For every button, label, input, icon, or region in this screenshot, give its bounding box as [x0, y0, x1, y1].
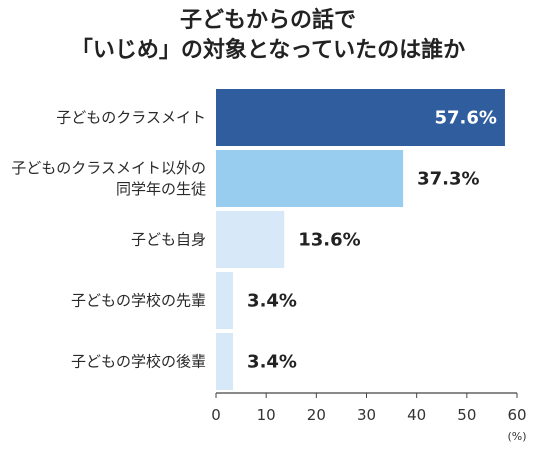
category-label-3: 子どもの学校の先輩 — [71, 292, 206, 310]
chart-title: 子どもからの話で 「いじめ」の対象となっていたのは誰か — [0, 6, 536, 66]
category-label-2: 子ども自身 — [131, 231, 206, 249]
category-label-1-line-1: 同学年の生徒 — [116, 180, 206, 198]
category-label-1-line-0: 子どものクラスメイト以外の — [11, 159, 206, 177]
x-tick-label-6: 60 — [507, 406, 526, 424]
x-tick-label-4: 40 — [407, 406, 426, 424]
category-label-0: 子どものクラスメイト — [56, 109, 206, 127]
value-label-2: 13.6% — [298, 230, 360, 251]
x-tick-label-3: 30 — [357, 406, 376, 424]
value-label-3: 3.4% — [247, 291, 297, 312]
bar-0 — [216, 89, 505, 146]
x-tick-label-2: 20 — [307, 406, 326, 424]
x-tick-label-5: 50 — [457, 406, 476, 424]
value-label-1: 37.3% — [417, 169, 479, 190]
value-label-0: 57.6% — [435, 108, 497, 129]
bar-2 — [216, 211, 285, 268]
bar-3 — [216, 272, 234, 329]
chart-title-line-2: 「いじめ」の対象となっていたのは誰か — [70, 38, 466, 63]
value-label-4: 3.4% — [247, 352, 297, 373]
category-label-4: 子どもの学校の後輩 — [71, 353, 206, 371]
chart-title-line-1: 子どもからの話で — [179, 8, 356, 33]
x-tick-label-1: 10 — [257, 406, 276, 424]
x-tick-label-0: 0 — [211, 406, 221, 424]
x-unit-label: (%) — [507, 430, 526, 443]
bar-1 — [216, 150, 404, 207]
bar-4 — [216, 333, 234, 390]
